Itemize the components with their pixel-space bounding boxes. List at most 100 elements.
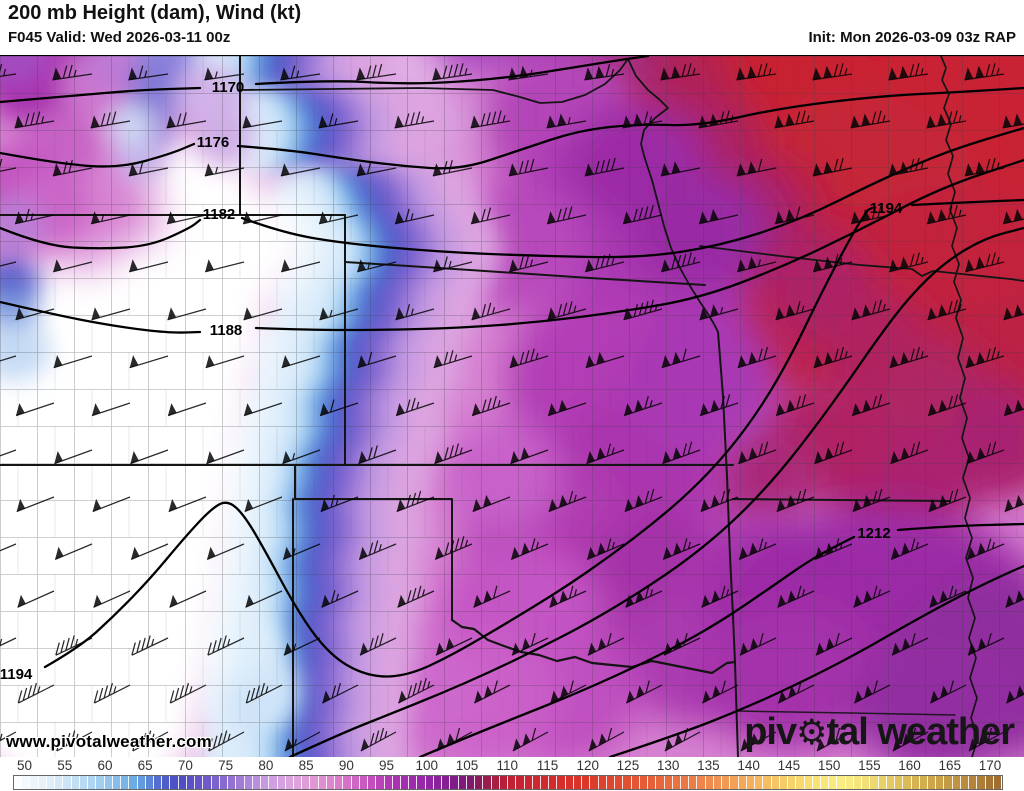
colorbar-cell — [680, 776, 690, 789]
colorbar-cell — [351, 776, 360, 789]
colorbar-cell — [582, 776, 591, 789]
contour-label: 1194 — [870, 200, 903, 217]
county-lines — [0, 56, 1024, 757]
colorbar-cell — [812, 776, 821, 789]
contour-label: 1170 — [212, 79, 245, 96]
colorbar-tick-label: 135 — [697, 758, 720, 773]
colorbar-tick-label: 90 — [338, 758, 354, 773]
colorbar-tick-label: 115 — [536, 758, 559, 773]
colorbar-cell — [598, 776, 607, 789]
colorbar-cell — [137, 776, 146, 789]
colorbar-cell — [433, 776, 443, 789]
colorbar-cell — [409, 776, 418, 789]
colorbar-cell — [186, 776, 196, 789]
contour-label: 1212 — [857, 525, 890, 542]
colorbar-cell — [911, 776, 920, 789]
init-time-label: Init: Mon 2026-03-09 03z RAP — [808, 29, 1016, 46]
colorbar-cell — [112, 776, 122, 789]
colorbar-tick-label: 165 — [938, 758, 962, 773]
colorbar-cell — [853, 776, 863, 789]
colorbar-cell — [606, 776, 616, 789]
colorbar-cell — [845, 776, 854, 789]
colorbar-cell — [672, 776, 681, 789]
contour-label: 1194 — [0, 666, 33, 683]
colorbar-cell — [771, 776, 780, 789]
colorbar-tick-label: 80 — [258, 758, 274, 773]
colorbar-cell — [796, 776, 805, 789]
colorbar-cell — [442, 776, 451, 789]
colorbar-cell — [277, 776, 286, 789]
colorbar-cell — [895, 776, 904, 789]
colorbar-cell — [71, 776, 80, 789]
colorbar-cell — [145, 776, 154, 789]
colorbar-cell — [417, 776, 426, 789]
height-contour-line — [0, 218, 202, 250]
colorbar-cell — [335, 776, 344, 789]
height-contour-line — [910, 198, 1024, 207]
colorbar-tick-label: 155 — [858, 758, 881, 773]
brand-logo: piv⚙tal weather — [744, 711, 1015, 754]
colorbar-cell — [499, 776, 509, 789]
height-contour-line — [0, 300, 202, 334]
colorbar-cell — [886, 776, 896, 789]
state-border — [292, 464, 453, 757]
colorbar-cell — [63, 776, 72, 789]
colorbar-cell — [269, 776, 278, 789]
watermark-url: www.pivotalweather.com — [6, 732, 212, 751]
height-contour-line — [866, 206, 874, 212]
colorbar-cell — [804, 776, 813, 789]
colorbar-cell — [384, 776, 393, 789]
colorbar-cell — [837, 776, 846, 789]
gear-icon: ⚙ — [796, 713, 827, 752]
colorbar-cell — [722, 776, 731, 789]
colorbar-cell — [532, 776, 541, 789]
colorbar-tick-label: 125 — [616, 758, 640, 773]
state-border — [732, 498, 951, 502]
colorbar-cell — [615, 776, 624, 789]
height-contour-line — [254, 158, 1024, 332]
colorbar-cell — [368, 776, 377, 789]
colorbar-cell — [228, 776, 237, 789]
colorbar-cell — [508, 776, 517, 789]
colorbar-cell — [343, 776, 352, 789]
colorbar-tick-label: 145 — [777, 758, 801, 773]
colorbar-cell — [195, 776, 204, 789]
height-contour-line — [43, 208, 870, 678]
colorbar-cell — [952, 776, 961, 789]
colorbar-tick-label: 75 — [218, 758, 234, 773]
colorbar-cell — [524, 776, 533, 789]
page-title: 200 mb Height (dam), Wind (kt) — [8, 2, 302, 24]
colorbar-cell — [713, 776, 723, 789]
colorbar-tick-label: 140 — [737, 758, 760, 773]
wind-barb-strokes — [0, 63, 1024, 752]
colorbar-cell — [664, 776, 673, 789]
colorbar-cell — [779, 776, 789, 789]
height-contour-line — [254, 56, 650, 86]
colorbar-cell — [302, 776, 311, 789]
colorbar-cell — [870, 776, 879, 789]
colorbar-cells — [13, 775, 1003, 790]
colorbar-tick-label: 95 — [379, 758, 395, 773]
state-border-river — [450, 618, 737, 675]
colorbar-cell — [170, 776, 179, 789]
height-contour-line — [0, 142, 196, 168]
colorbar-cell — [829, 776, 838, 789]
colorbar-tick-label: 50 — [16, 758, 33, 773]
colorbar-cell — [392, 776, 402, 789]
colorbar-cell — [820, 776, 830, 789]
colorbar-cell — [310, 776, 319, 789]
colorbar-cell — [788, 776, 797, 789]
colorbar-cell — [88, 776, 97, 789]
colorbar: 50 55 60 65 70 75 80 85 90 95 100 105 110 115 120 125 13… — [0, 757, 1024, 791]
colorbar-cell — [763, 776, 772, 789]
colorbar-cell — [541, 776, 550, 789]
height-contour-line — [288, 226, 1024, 757]
colorbar-cell — [475, 776, 484, 789]
colorbar-cell — [590, 776, 599, 789]
colorbar-cell — [14, 776, 23, 789]
colorbar-cell — [261, 776, 270, 789]
wind-barbs — [0, 63, 1024, 752]
colorbar-tick-label: 70 — [177, 758, 193, 773]
height-contours: 1170 1176 1182 1188 1194 1194 1212 — [0, 56, 1024, 757]
